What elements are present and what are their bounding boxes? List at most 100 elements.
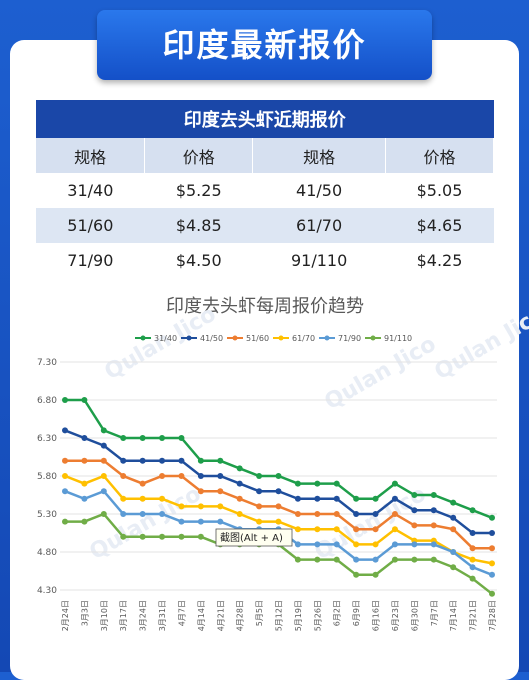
data-point (159, 458, 165, 464)
data-point (62, 458, 68, 464)
data-point (295, 541, 301, 547)
data-point (489, 530, 495, 536)
x-tick-label: 7月28日 (488, 600, 497, 631)
data-point (198, 458, 204, 464)
data-point (237, 496, 243, 502)
x-tick-label: 6月9日 (352, 600, 361, 626)
data-point (431, 557, 437, 563)
x-tick-label: 6月30日 (410, 600, 419, 631)
y-tick-label: 4.30 (37, 586, 57, 596)
data-point (276, 503, 282, 509)
x-tick-label: 3月3日 (80, 600, 89, 626)
data-point (140, 481, 146, 487)
data-point (392, 511, 398, 517)
data-point (101, 458, 107, 464)
legend-label: 51/60 (246, 334, 269, 343)
data-point (81, 397, 87, 403)
data-point (217, 519, 223, 525)
data-point (159, 496, 165, 502)
y-tick-label: 6.80 (37, 396, 57, 406)
data-point (62, 427, 68, 433)
data-point (489, 560, 495, 566)
data-point (470, 545, 476, 551)
x-tick-label: 4月7日 (177, 600, 186, 626)
x-tick-label: 5月26日 (313, 600, 322, 631)
x-tick-label: 6月23日 (391, 600, 400, 631)
data-point (217, 458, 223, 464)
data-point (353, 511, 359, 517)
x-tick-label: 6月16日 (372, 600, 381, 631)
x-tick-label: 5月5日 (255, 600, 264, 626)
data-point (373, 526, 379, 532)
data-point (198, 473, 204, 479)
data-point (62, 519, 68, 525)
data-point (120, 458, 126, 464)
legend-marker (187, 336, 192, 341)
data-point (489, 572, 495, 578)
legend-label: 71/90 (338, 334, 361, 343)
data-point (489, 591, 495, 597)
data-point (373, 557, 379, 563)
data-point (178, 503, 184, 509)
data-point (489, 545, 495, 551)
data-point (314, 496, 320, 502)
watermark: Qulan Jico (101, 302, 221, 386)
data-point (450, 515, 456, 521)
data-point (217, 473, 223, 479)
data-point (431, 507, 437, 513)
data-point (392, 526, 398, 532)
legend-label: 41/50 (200, 334, 223, 343)
data-point (198, 488, 204, 494)
data-point (373, 511, 379, 517)
data-point (295, 496, 301, 502)
data-point (392, 481, 398, 487)
data-point (411, 557, 417, 563)
legend-label: 31/40 (154, 334, 177, 343)
data-point (470, 564, 476, 570)
data-point (373, 496, 379, 502)
data-point (392, 557, 398, 563)
data-point (217, 503, 223, 509)
data-point (237, 511, 243, 517)
data-point (159, 534, 165, 540)
data-point (81, 519, 87, 525)
data-point (411, 492, 417, 498)
y-tick-label: 6.30 (37, 434, 57, 444)
data-point (101, 473, 107, 479)
data-point (140, 458, 146, 464)
data-point (101, 511, 107, 517)
data-point (334, 481, 340, 487)
data-point (140, 534, 146, 540)
x-tick-label: 5月12日 (275, 600, 284, 631)
tooltip: 截图(Alt + A) (220, 531, 283, 544)
data-point (159, 473, 165, 479)
data-point (295, 557, 301, 563)
data-point (276, 473, 282, 479)
data-point (101, 488, 107, 494)
data-point (120, 496, 126, 502)
data-point (276, 488, 282, 494)
x-tick-label: 3月31日 (158, 600, 167, 631)
data-point (450, 526, 456, 532)
data-point (62, 397, 68, 403)
y-tick-label: 7.30 (37, 358, 57, 368)
data-point (431, 522, 437, 528)
y-tick-label: 5.30 (37, 510, 57, 520)
data-point (295, 481, 301, 487)
data-point (450, 500, 456, 506)
data-point (81, 481, 87, 487)
data-point (178, 473, 184, 479)
data-point (178, 534, 184, 540)
x-tick-label: 5月19日 (294, 600, 303, 631)
legend-label: 61/70 (292, 334, 315, 343)
legend-label: 91/110 (384, 334, 412, 343)
x-tick-label: 4月14日 (197, 600, 206, 631)
data-point (431, 492, 437, 498)
data-point (256, 519, 262, 525)
data-point (62, 488, 68, 494)
legend-marker (325, 336, 330, 341)
data-point (470, 507, 476, 513)
data-point (178, 458, 184, 464)
watermark: Qulan Jico (321, 332, 441, 416)
data-point (81, 458, 87, 464)
